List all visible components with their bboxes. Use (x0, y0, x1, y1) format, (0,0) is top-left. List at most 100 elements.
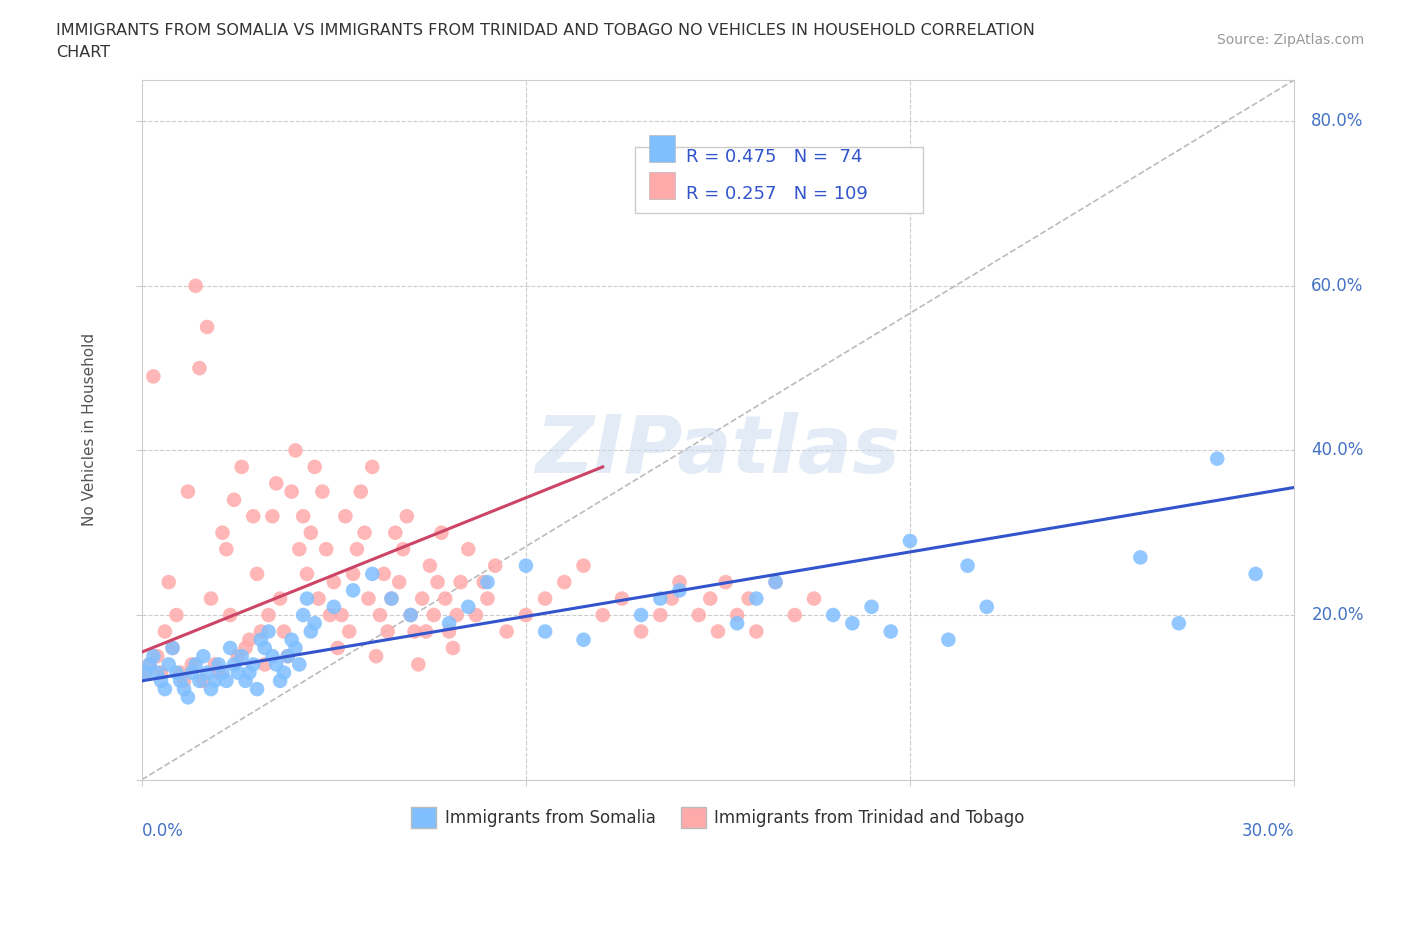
Point (195, 665, 218, 680)
Point (699, 591, 721, 606)
Text: No Vehicles in Household: No Vehicles in Household (83, 333, 97, 526)
Point (472, 575, 495, 590)
Point (765, 575, 787, 590)
Point (572, 558, 595, 573)
Text: 0.0%: 0.0% (142, 821, 184, 840)
Point (180, 665, 202, 680)
Point (142, 649, 165, 664)
Point (284, 641, 307, 656)
Point (430, 525, 453, 540)
Point (200, 682, 222, 697)
Text: CHART: CHART (56, 45, 110, 60)
Point (150, 665, 173, 680)
Point (380, 591, 402, 606)
Point (319, 607, 342, 622)
Point (246, 566, 269, 581)
Point (304, 459, 326, 474)
Text: 60.0%: 60.0% (1312, 277, 1364, 295)
Point (765, 575, 787, 590)
Point (231, 459, 253, 474)
Point (377, 624, 399, 639)
Point (280, 485, 302, 499)
Point (592, 607, 614, 622)
Point (422, 607, 444, 622)
Point (257, 624, 280, 639)
Point (388, 575, 411, 590)
Point (215, 542, 238, 557)
Point (803, 591, 825, 606)
Text: 40.0%: 40.0% (1312, 442, 1364, 459)
Point (215, 673, 238, 688)
Point (898, 534, 921, 549)
Point (661, 591, 683, 606)
Point (204, 673, 226, 688)
Point (226, 649, 249, 664)
Point (342, 583, 364, 598)
Point (146, 665, 169, 680)
Text: 80.0%: 80.0% (1312, 113, 1364, 130)
Point (219, 641, 242, 656)
Point (284, 443, 307, 458)
Point (745, 624, 768, 639)
Point (938, 632, 960, 647)
Point (242, 657, 264, 671)
Point (419, 558, 441, 573)
Point (495, 624, 517, 639)
Point (135, 665, 157, 680)
Point (392, 542, 415, 557)
Point (253, 641, 276, 656)
Point (350, 485, 373, 499)
Point (384, 525, 406, 540)
Point (288, 542, 311, 557)
Point (841, 616, 863, 631)
Point (146, 649, 169, 664)
Point (264, 657, 287, 671)
Text: IMMIGRANTS FROM SOMALIA VS IMMIGRANTS FROM TRINIDAD AND TOBAGO NO VEHICLES IN HO: IMMIGRANTS FROM SOMALIA VS IMMIGRANTS FR… (56, 23, 1035, 38)
Point (200, 591, 222, 606)
Point (446, 607, 468, 622)
Point (135, 665, 157, 680)
Point (262, 649, 284, 664)
Point (408, 657, 430, 671)
Point (373, 566, 395, 581)
Point (157, 657, 180, 671)
Point (188, 673, 211, 688)
Point (610, 591, 633, 606)
Point (138, 657, 160, 671)
Point (399, 607, 422, 622)
Text: R = 0.257   N = 109: R = 0.257 N = 109 (686, 185, 868, 203)
Point (142, 369, 165, 384)
Point (304, 616, 326, 631)
Point (219, 607, 242, 622)
Point (222, 492, 245, 507)
Point (688, 607, 710, 622)
Point (860, 599, 883, 614)
Point (295, 591, 318, 606)
Point (477, 575, 499, 590)
Point (437, 616, 460, 631)
Text: ZIPatlas: ZIPatlas (536, 412, 900, 490)
Point (269, 673, 291, 688)
Point (299, 525, 322, 540)
Point (226, 665, 249, 680)
Point (162, 641, 184, 656)
Point (169, 673, 191, 688)
Point (238, 665, 260, 680)
Point (976, 599, 998, 614)
Point (231, 649, 253, 664)
Point (269, 591, 291, 606)
Legend: Immigrants from Somalia, Immigrants from Trinidad and Tobago: Immigrants from Somalia, Immigrants from… (405, 801, 1031, 834)
Point (714, 575, 737, 590)
Point (177, 485, 200, 499)
Point (235, 673, 257, 688)
Text: R = 0.475   N =  74: R = 0.475 N = 74 (686, 148, 862, 166)
Point (335, 509, 357, 524)
Point (368, 607, 391, 622)
Point (337, 624, 360, 639)
FancyBboxPatch shape (648, 172, 675, 199)
Point (193, 673, 215, 688)
Point (211, 525, 233, 540)
Point (184, 278, 207, 293)
Point (353, 525, 375, 540)
Point (572, 632, 595, 647)
